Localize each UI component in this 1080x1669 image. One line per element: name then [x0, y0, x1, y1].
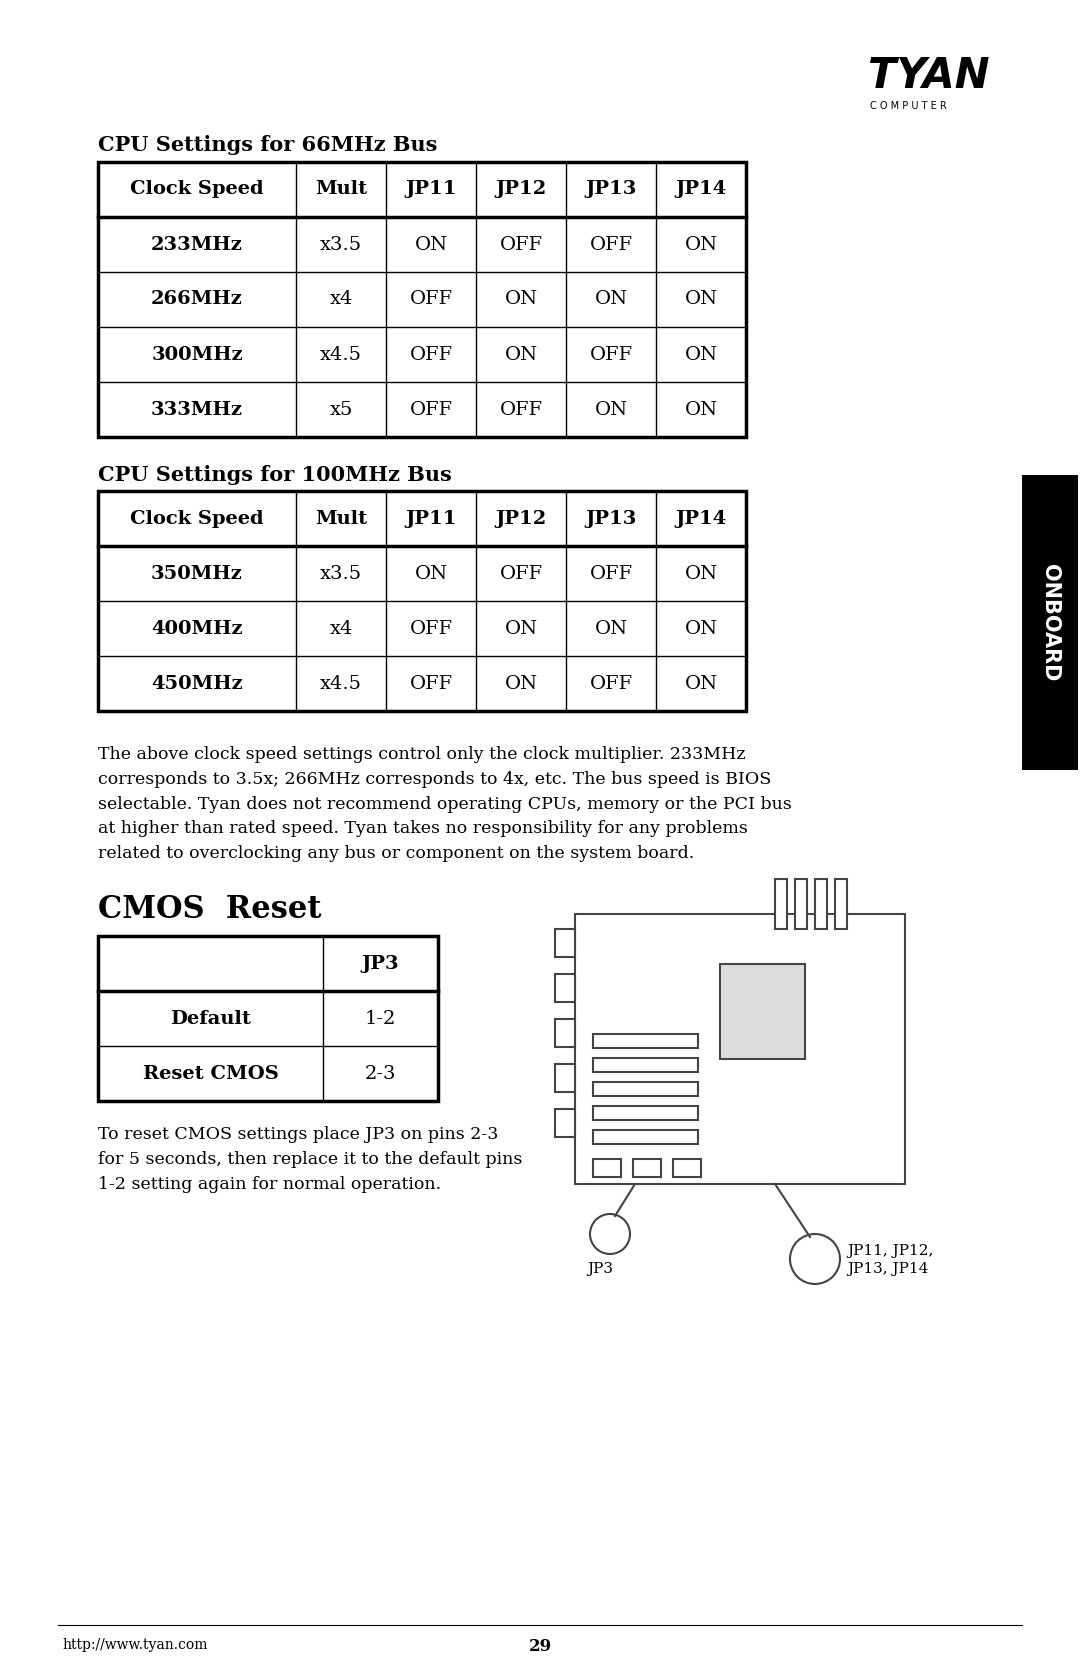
Text: JP14: JP14 [675, 180, 727, 199]
Bar [555, 1020, 575, 1046]
Bar [593, 1107, 698, 1120]
Text: ON: ON [504, 345, 538, 364]
Text: JP14: JP14 [675, 509, 727, 527]
Text: JP13: JP13 [585, 509, 637, 527]
Text: 2-3: 2-3 [365, 1065, 396, 1083]
Text: x3.5: x3.5 [320, 235, 362, 254]
Text: CPU Settings for 100MHz Bus: CPU Settings for 100MHz Bus [98, 466, 451, 486]
Text: OFF: OFF [499, 564, 542, 582]
Text: ON: ON [685, 290, 717, 309]
Text: x4: x4 [329, 619, 353, 638]
Text: 450MHz: 450MHz [151, 674, 243, 693]
Text: 350MHz: 350MHz [151, 564, 243, 582]
Text: OFF: OFF [590, 564, 633, 582]
Text: JP3: JP3 [362, 955, 400, 973]
Text: ON: ON [504, 290, 538, 309]
Text: x4.5: x4.5 [320, 674, 362, 693]
Text: 29: 29 [528, 1637, 552, 1656]
Circle shape [590, 1213, 630, 1253]
Text: JP12: JP12 [496, 180, 546, 199]
Text: OFF: OFF [409, 345, 453, 364]
Text: JP11: JP11 [405, 509, 457, 527]
Text: JP13: JP13 [585, 180, 637, 199]
Text: ON: ON [504, 619, 538, 638]
Text: Clock Speed: Clock Speed [131, 509, 264, 527]
Text: ON: ON [504, 674, 538, 693]
Text: ON: ON [594, 619, 627, 638]
Text: Mult: Mult [315, 509, 367, 527]
Text: OFF: OFF [590, 674, 633, 693]
Bar [835, 880, 847, 930]
Text: JP13, JP14: JP13, JP14 [847, 1262, 929, 1277]
Text: 300MHz: 300MHz [151, 345, 243, 364]
Text: OFF: OFF [409, 674, 453, 693]
Bar [575, 915, 905, 1183]
Bar [98, 936, 438, 1102]
Text: ON: ON [594, 401, 627, 419]
Text: Clock Speed: Clock Speed [131, 180, 264, 199]
Text: CMOS  Reset: CMOS Reset [98, 895, 322, 925]
Text: OFF: OFF [590, 235, 633, 254]
Bar [593, 1130, 698, 1143]
Bar [555, 930, 575, 956]
Text: OFF: OFF [499, 401, 542, 419]
Text: ON: ON [685, 345, 717, 364]
Text: 1-2: 1-2 [365, 1010, 396, 1028]
Text: ON: ON [685, 619, 717, 638]
Bar [593, 1035, 698, 1048]
Text: ON: ON [685, 235, 717, 254]
Bar [775, 880, 787, 930]
Text: OFF: OFF [499, 235, 542, 254]
Text: ON: ON [415, 235, 447, 254]
Text: 333MHz: 333MHz [151, 401, 243, 419]
Text: ON: ON [685, 674, 717, 693]
Bar [593, 1058, 698, 1071]
Text: OFF: OFF [409, 290, 453, 309]
Bar [720, 965, 805, 1060]
Bar [593, 1082, 698, 1097]
Text: 400MHz: 400MHz [151, 619, 243, 638]
Text: x4: x4 [329, 290, 353, 309]
Text: CPU Settings for 66MHz Bus: CPU Settings for 66MHz Bus [98, 135, 437, 155]
Text: 266MHz: 266MHz [151, 290, 243, 309]
Text: To reset CMOS settings place JP3 on pins 2-3
for 5 seconds, then replace it to t: To reset CMOS settings place JP3 on pins… [98, 1127, 523, 1193]
Bar [815, 880, 827, 930]
Text: JP11: JP11 [405, 180, 457, 199]
Bar [98, 162, 746, 437]
Text: ON: ON [685, 401, 717, 419]
Bar [98, 491, 746, 711]
Text: x5: x5 [329, 401, 353, 419]
Bar [1022, 476, 1078, 769]
Text: Reset CMOS: Reset CMOS [143, 1065, 279, 1083]
Text: http://www.tyan.com: http://www.tyan.com [62, 1637, 207, 1652]
Text: JP11, JP12,: JP11, JP12, [847, 1243, 933, 1258]
Text: JP12: JP12 [496, 509, 546, 527]
Text: 233MHz: 233MHz [151, 235, 243, 254]
Text: OFF: OFF [590, 345, 633, 364]
Text: C O M P U T E R: C O M P U T E R [870, 102, 947, 112]
Bar [555, 1108, 575, 1137]
Text: OFF: OFF [409, 401, 453, 419]
Bar [555, 1065, 575, 1092]
Text: x3.5: x3.5 [320, 564, 362, 582]
Text: ON: ON [415, 564, 447, 582]
Text: x4.5: x4.5 [320, 345, 362, 364]
Bar [593, 1158, 621, 1177]
Text: ON: ON [685, 564, 717, 582]
Text: Mult: Mult [315, 180, 367, 199]
Circle shape [789, 1233, 840, 1283]
Text: Default: Default [170, 1010, 251, 1028]
Text: ONBOARD: ONBOARD [1040, 564, 1059, 681]
Bar [795, 880, 807, 930]
Text: TYAN: TYAN [868, 55, 989, 97]
Text: JP3: JP3 [588, 1262, 613, 1277]
Text: OFF: OFF [409, 619, 453, 638]
Bar [633, 1158, 661, 1177]
Text: The above clock speed settings control only the clock multiplier. 233MHz
corresp: The above clock speed settings control o… [98, 746, 792, 863]
Bar [555, 975, 575, 1001]
Bar [673, 1158, 701, 1177]
Text: ON: ON [594, 290, 627, 309]
